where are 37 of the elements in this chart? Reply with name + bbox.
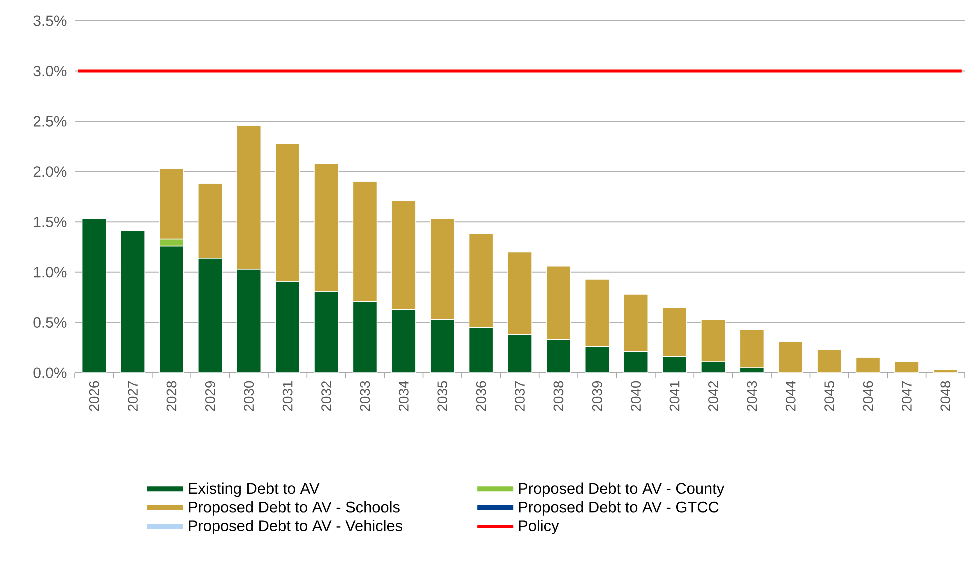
y-tick-label: 3.0% (34, 66, 67, 77)
legend-label: Proposed Debt to AV - Vehicles (189, 520, 403, 535)
x-tick-label: 2046 (863, 381, 874, 412)
x-tick-label: 2048 (940, 381, 951, 412)
y-tick-label: 2.5% (34, 116, 67, 127)
x-tick-label: 2037 (515, 381, 525, 412)
x-tick-label: 2033 (360, 381, 370, 412)
x-tick-label: 2042 (708, 381, 718, 412)
x-tick-label: 2035 (438, 381, 448, 412)
y-tick-label: 1.5% (34, 216, 67, 228)
x-tick-label: 2028 (166, 381, 177, 412)
x-tick-label: 2034 (398, 381, 409, 412)
x-tick-label: 2045 (824, 381, 835, 412)
x-tick-label: 2030 (244, 381, 254, 412)
x-tick-label: 2041 (670, 381, 680, 412)
x-tick-label: 2040 (631, 381, 642, 412)
x-tick-label: 2027 (128, 381, 138, 412)
legend-label: Proposed Debt to AV - County (519, 482, 725, 498)
legend-label: Policy (519, 520, 560, 535)
x-tick-label: 2026 (89, 381, 100, 412)
legend-label: Proposed Debt to AV - GTCC (519, 501, 719, 516)
x-tick-label: 2044 (786, 381, 796, 412)
x-tick-label: 2038 (554, 381, 564, 412)
x-tick-label: 2029 (205, 381, 216, 412)
x-tick-label: 2039 (592, 381, 602, 412)
y-tick-label: 0.0% (34, 368, 67, 378)
y-tick-label: 1.0% (34, 267, 67, 278)
x-tick-label: 2043 (747, 381, 758, 412)
legend-label: Existing Debt to AV (189, 482, 320, 498)
x-tick-label: 2032 (322, 381, 332, 412)
x-tick-label: 2031 (282, 381, 293, 412)
y-tick-label: 3.5% (34, 16, 67, 26)
legend-label: Proposed Debt to AV - Schools (189, 501, 400, 516)
x-tick-label: 2047 (902, 381, 912, 412)
y-tick-label: 0.5% (34, 317, 67, 328)
x-tick-label: 2036 (476, 381, 486, 412)
y-tick-label: 2.0% (34, 166, 67, 178)
